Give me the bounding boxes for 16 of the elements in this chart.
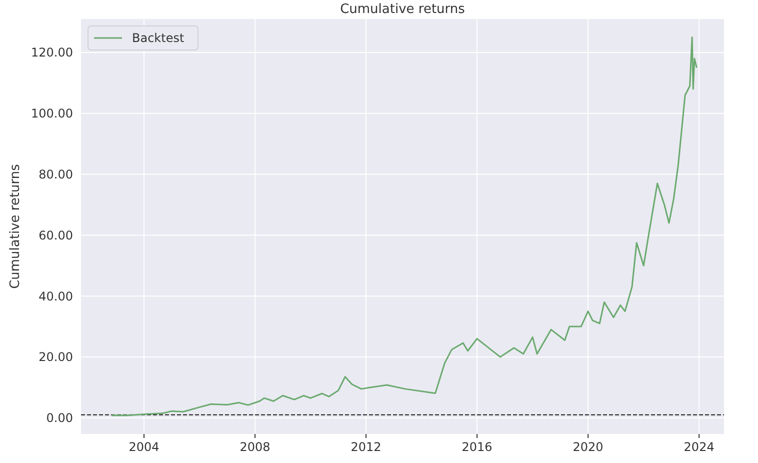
y-tick-label: 100.00 <box>31 106 73 121</box>
chart-title: Cumulative returns <box>340 2 466 17</box>
y-tick-label: 0.00 <box>46 411 73 426</box>
x-tick-label: 2004 <box>128 440 160 454</box>
y-axis-title: Cumulative returns <box>8 164 23 289</box>
y-tick-label: 120.00 <box>31 46 73 60</box>
x-tick-label: 2012 <box>350 440 382 454</box>
x-tick-label: 2020 <box>572 440 604 454</box>
x-tick-label: 2008 <box>240 440 270 454</box>
x-tick-label: 2024 <box>684 440 714 454</box>
legend-label: Backtest <box>132 31 184 46</box>
y-tick-label: 60.00 <box>38 228 73 242</box>
y-tick-label: 40.00 <box>38 289 73 304</box>
y-tick-label: 80.00 <box>38 167 73 182</box>
y-tick-label: 20.00 <box>38 350 73 364</box>
x-tick-label: 2016 <box>462 440 492 454</box>
